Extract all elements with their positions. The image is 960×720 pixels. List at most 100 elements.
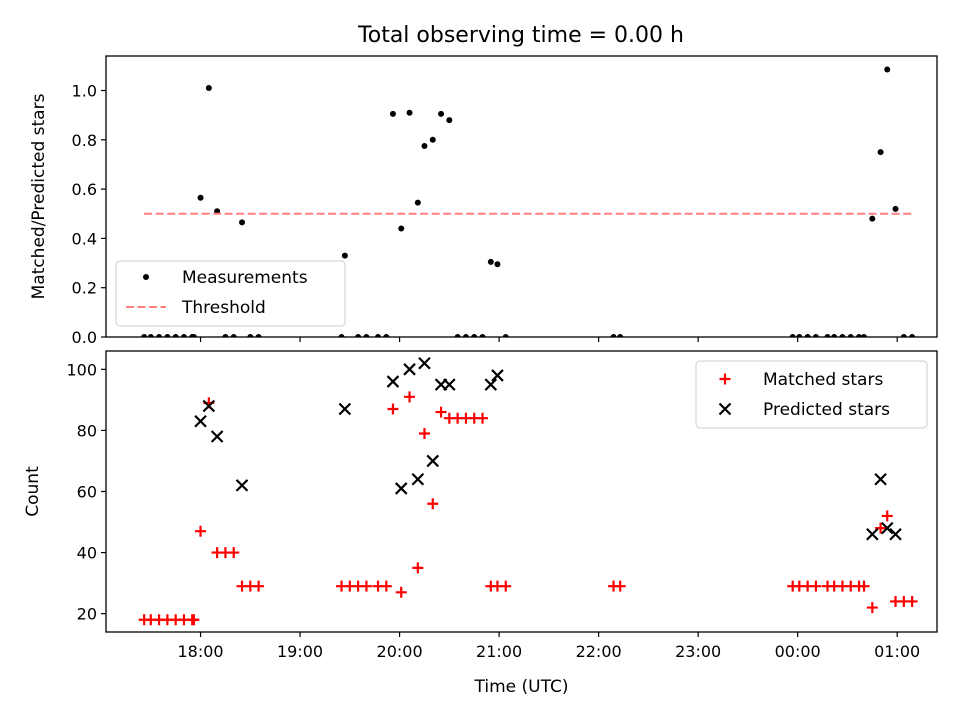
measurement-point-14 [247, 334, 254, 337]
bottom-ytick-label-1: 40 [77, 544, 97, 563]
measurement-point-11 [222, 334, 229, 337]
bottom-axes-frame [105, 350, 938, 633]
legend-measurement-marker [143, 274, 149, 280]
measurement-point-9 [205, 85, 212, 92]
legend-predicted-marker [718, 402, 732, 416]
measurement-point-3 [164, 334, 171, 337]
measurement-point-44 [831, 334, 838, 337]
predicted-point-8 [411, 473, 425, 486]
measurement-point-22 [389, 110, 396, 117]
xtick-label-1: 19:00 [277, 642, 323, 661]
measurement-point-16 [338, 334, 345, 337]
xtick-label-5: 23:00 [675, 642, 721, 661]
measurement-point-40 [796, 334, 803, 337]
matched-point-7 [188, 614, 200, 626]
predicted-point-9 [418, 356, 431, 370]
xtick-label-6: 00:00 [775, 642, 821, 661]
legend-matched-label: Matched stars [763, 370, 883, 390]
predicted-point-12 [443, 378, 456, 391]
measurement-point-15 [255, 334, 262, 337]
top-panel: 0.0 0.2 0.4 0.6 0.8 1.0 Matched/Predicted star… [29, 55, 938, 347]
measurement-point-17 [341, 252, 348, 259]
bottom-ytick-label-2: 60 [77, 483, 97, 502]
predicted-point-14 [491, 369, 504, 382]
measurement-point-53 [900, 334, 907, 337]
predicted-point-15 [866, 527, 879, 541]
measurement-point-12 [230, 334, 237, 337]
measurement-point-31 [462, 334, 469, 337]
measurement-point-2 [156, 334, 163, 337]
measurement-point-34 [487, 258, 494, 265]
legend-threshold-label: Threshold [181, 298, 266, 318]
measurement-point-19 [363, 334, 370, 337]
top-legend-box [115, 260, 346, 327]
matched-point-51 [881, 510, 893, 522]
measurement-point-23 [398, 225, 405, 232]
top-ytick-label-1: 0.2 [72, 279, 97, 298]
measurement-point-36 [502, 334, 509, 337]
measurement-point-27 [429, 136, 436, 143]
matched-point-42 [810, 580, 822, 592]
measurement-point-24 [406, 109, 413, 116]
matched-point-19 [360, 580, 372, 592]
top-ylabel: Matched/Predicted stars [29, 93, 49, 299]
predicted-point-13 [484, 378, 498, 391]
matched-point-33 [477, 412, 489, 424]
matched-point-24 [404, 391, 416, 403]
bottom-legend-box [695, 360, 928, 429]
matched-point-26 [418, 427, 430, 439]
matched-point-28 [435, 406, 447, 418]
predicted-point-1 [202, 399, 216, 413]
measurement-point-21 [383, 334, 390, 337]
measurement-point-26 [421, 142, 428, 149]
measurement-point-29 [446, 117, 453, 124]
bottom-data [138, 356, 918, 626]
top-data [141, 66, 916, 337]
bottom-ytick-label-0: 20 [77, 605, 97, 624]
bottom-legend: Matched stars Predicted stars [695, 360, 928, 429]
top-ytick-label-4: 0.8 [72, 131, 97, 150]
measurement-point-5 [180, 334, 187, 337]
predicted-point-5 [386, 375, 400, 388]
legend-predicted-label: Predicted stars [763, 400, 890, 420]
measurement-point-48 [861, 334, 868, 337]
xlabel: Time (UTC) [474, 677, 569, 697]
measurement-point-51 [884, 66, 891, 73]
predicted-point-7 [403, 363, 416, 376]
matched-point-27 [427, 498, 439, 510]
matched-point-12 [228, 547, 240, 559]
measurement-point-13 [239, 219, 246, 226]
measurement-point-20 [375, 334, 382, 337]
measurement-point-42 [812, 334, 819, 337]
predicted-point-6 [394, 482, 408, 495]
figure-title: Total observing time = 0.00 h [357, 23, 684, 48]
bottom-ytick-label-3: 80 [77, 421, 97, 440]
measurement-point-46 [847, 334, 854, 337]
measurement-point-30 [454, 334, 461, 337]
measurement-point-41 [804, 334, 811, 337]
predicted-point-0 [194, 414, 207, 428]
xtick-label-0: 18:00 [177, 642, 223, 661]
matched-point-48 [858, 580, 870, 592]
measurement-point-43 [824, 334, 831, 337]
top-axes-frame [105, 55, 938, 338]
bottom-ytick-label-4: 100 [66, 360, 97, 379]
bottom-ylabel: Count [23, 466, 43, 517]
top-ytick-label-2: 0.4 [72, 229, 97, 248]
top-ytick-label-0: 0.0 [72, 328, 97, 347]
xtick-label-3: 21:00 [476, 642, 522, 661]
xtick-label-7: 01:00 [874, 642, 920, 661]
predicted-point-3 [235, 479, 249, 492]
matched-point-23 [395, 586, 407, 598]
xtick-label-4: 22:00 [576, 642, 622, 661]
bottom-panel: 20 40 60 80 100 18:00 19:00 20:00 21:00 22:00 23:0… [23, 350, 938, 697]
top-ytick-label-5: 1.0 [72, 82, 97, 101]
matched-point-8 [195, 525, 207, 537]
matched-point-54 [906, 595, 918, 607]
measurement-point-47 [856, 334, 863, 337]
matched-point-36 [500, 580, 512, 592]
measurement-point-25 [414, 199, 421, 206]
predicted-point-2 [210, 430, 224, 443]
measurement-point-50 [877, 149, 884, 156]
